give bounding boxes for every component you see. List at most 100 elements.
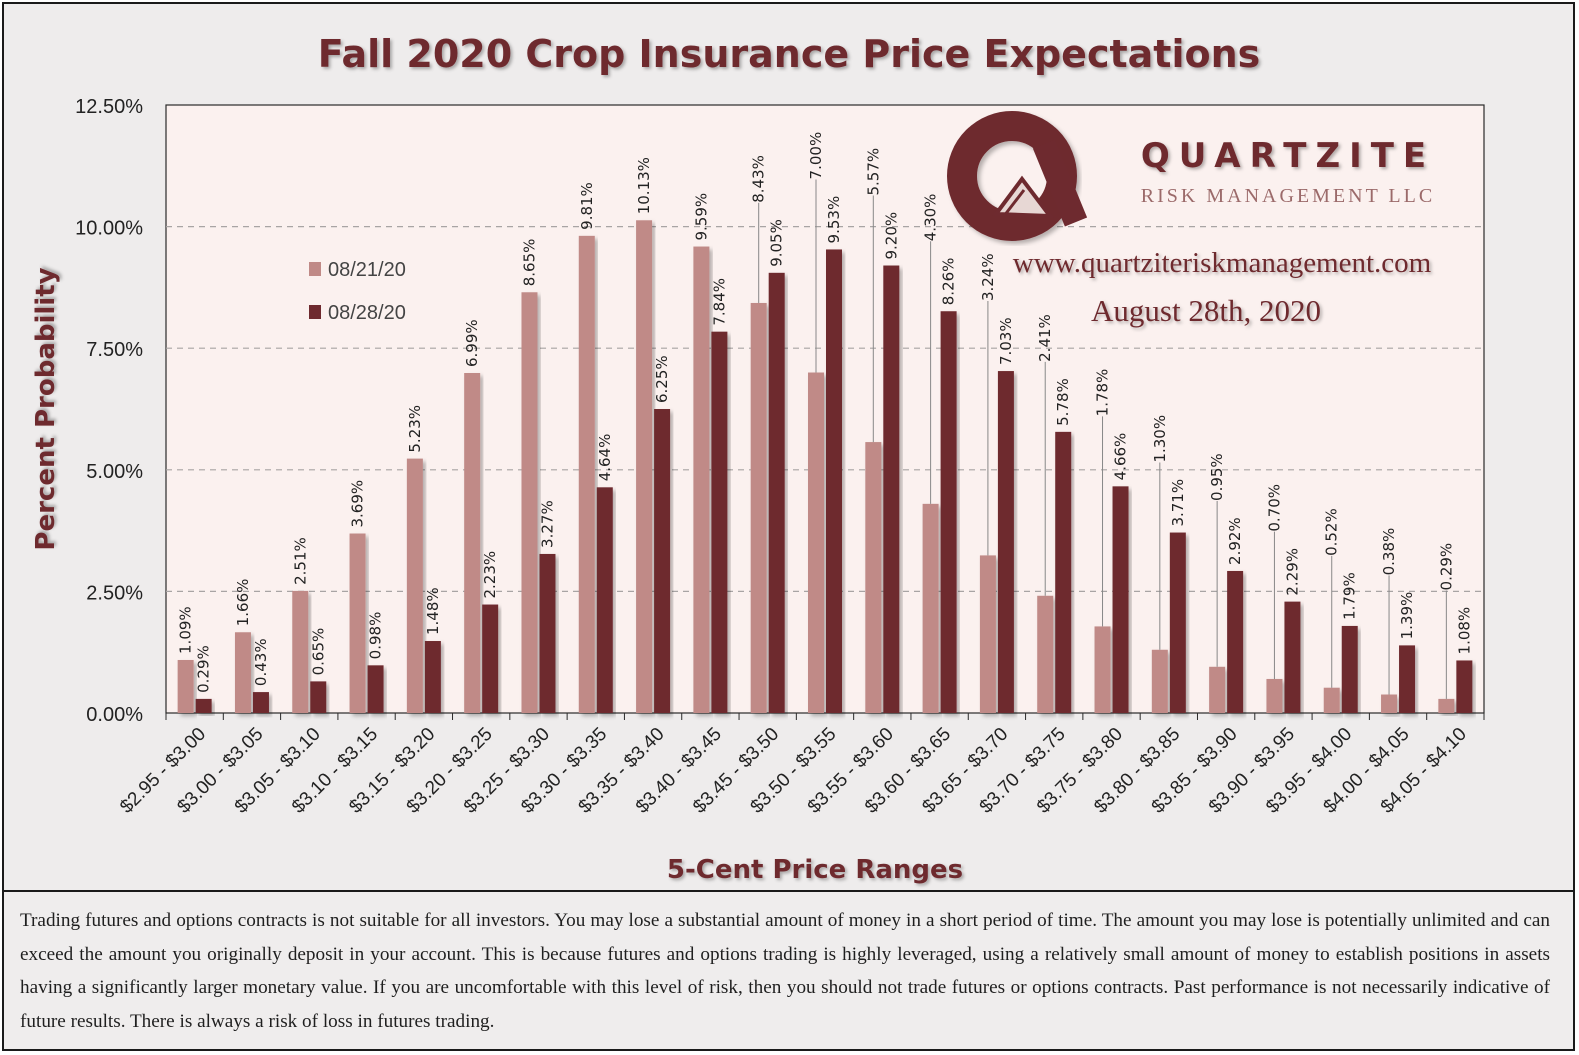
data-label-series-1: 1.66% xyxy=(234,579,252,627)
data-label-series-2: 9.53% xyxy=(825,196,843,244)
bar-series-2 xyxy=(711,331,728,713)
data-label-series-2: 1.08% xyxy=(1455,607,1473,655)
bar-series-1 xyxy=(1266,678,1283,713)
legend-swatch-series-1 xyxy=(309,262,321,276)
divider xyxy=(4,890,1573,892)
legend-swatch-series-2 xyxy=(309,305,321,319)
bar-series-1 xyxy=(177,659,194,713)
bar-series-2 xyxy=(252,692,269,713)
data-label-series-1: 0.95% xyxy=(1208,453,1226,501)
data-label-series-1: 1.09% xyxy=(177,606,195,654)
y-tick-label: 2.50% xyxy=(86,582,143,604)
data-label-series-1: 1.78% xyxy=(1094,369,1112,417)
bar-series-1 xyxy=(521,292,538,713)
data-label-series-2: 9.05% xyxy=(768,219,786,267)
x-axis-title: 5-Cent Price Ranges xyxy=(667,855,963,885)
bar-series-2 xyxy=(310,681,327,713)
data-label-series-2: 7.84% xyxy=(710,278,728,326)
data-label-series-2: 2.92% xyxy=(1226,517,1244,565)
bar-series-2 xyxy=(997,371,1014,713)
bar-series-2 xyxy=(367,665,384,713)
bar-series-1 xyxy=(1323,687,1340,713)
data-label-series-2: 9.20% xyxy=(882,212,900,260)
bar-series-1 xyxy=(578,235,595,713)
bar-series-1 xyxy=(1094,626,1111,713)
bar-series-2 xyxy=(482,604,499,713)
data-label-series-2: 3.27% xyxy=(538,500,556,548)
x-axis: $2.95 - $3.00$3.00 - $3.05$3.05 - $3.10$… xyxy=(116,713,1485,818)
data-label-series-1: 4.30% xyxy=(922,194,940,242)
bar-series-1 xyxy=(750,302,767,713)
data-label-series-2: 4.66% xyxy=(1112,433,1130,481)
bar-series-1 xyxy=(1381,694,1398,713)
bar-series-1 xyxy=(234,632,251,713)
data-label-series-1: 0.29% xyxy=(1437,543,1455,591)
data-label-series-2: 3.71% xyxy=(1169,479,1187,527)
data-label-series-2: 1.48% xyxy=(424,587,442,635)
bar-series-2 xyxy=(1227,570,1244,713)
data-label-series-2: 1.39% xyxy=(1398,592,1416,640)
bars xyxy=(177,220,1473,713)
bar-series-1 xyxy=(349,533,366,713)
y-axis: 0.00% 2.50% 5.00% 7.50% 10.00% 12.50% xyxy=(75,96,143,726)
bar-series-1 xyxy=(636,220,653,713)
bar-series-2 xyxy=(940,311,957,713)
bar-series-1 xyxy=(1151,649,1168,713)
company-subtitle: RISK MANAGEMENT LLC xyxy=(1141,185,1435,207)
legend: 08/21/20 08/28/20 xyxy=(309,259,406,324)
bar-series-2 xyxy=(768,272,785,713)
data-label-series-2: 0.65% xyxy=(309,628,327,676)
data-label-series-1: 2.41% xyxy=(1036,314,1054,362)
bar-series-1 xyxy=(1209,666,1226,713)
data-label-series-2: 7.03% xyxy=(997,317,1015,365)
data-label-series-2: 2.29% xyxy=(1283,548,1301,596)
data-label-series-1: 1.30% xyxy=(1151,415,1169,463)
legend-label-series-2: 08/28/20 xyxy=(328,302,406,324)
data-label-series-2: 0.29% xyxy=(195,645,213,693)
bar-series-1 xyxy=(1037,595,1054,713)
data-label-series-2: 0.98% xyxy=(367,612,385,660)
bar-series-2 xyxy=(195,698,212,713)
data-label-series-1: 0.52% xyxy=(1323,508,1341,556)
disclaimer-text: Trading futures and options contracts is… xyxy=(20,910,1550,1032)
bar-series-1 xyxy=(464,373,481,713)
bar-series-2 xyxy=(1456,660,1473,713)
bar-series-2 xyxy=(1169,532,1186,713)
bar-series-2 xyxy=(1055,431,1072,713)
bar-series-2 xyxy=(1341,625,1358,713)
data-label-series-1: 5.57% xyxy=(864,148,882,196)
data-label-series-1: 8.65% xyxy=(520,239,538,287)
data-label-series-1: 2.51% xyxy=(291,537,309,585)
bar-series-1 xyxy=(808,372,824,713)
data-label-series-2: 8.26% xyxy=(940,258,958,306)
bar-series-2 xyxy=(424,641,441,713)
company-name: QUARTZITE xyxy=(1141,136,1435,176)
chart: Fall 2020 Crop Insurance Price Expectati… xyxy=(31,32,1485,885)
y-tick-label: 7.50% xyxy=(86,339,143,361)
data-label-series-1: 0.70% xyxy=(1265,484,1283,532)
data-labels: 1.09%0.29%1.66%0.43%2.51%0.65%3.69%0.98%… xyxy=(177,132,1473,699)
bar-series-2 xyxy=(883,265,900,713)
bar-series-2 xyxy=(1399,645,1416,713)
data-label-series-2: 6.25% xyxy=(653,355,671,403)
y-axis-title: Percent Probability xyxy=(31,267,61,550)
legend-label-series-1: 08/21/20 xyxy=(328,259,406,281)
report-date: August 28th, 2020 xyxy=(1091,293,1321,328)
chart-title: Fall 2020 Crop Insurance Price Expectati… xyxy=(318,32,1261,76)
website-url: www.quartziteriskmanagement.com xyxy=(1013,247,1432,279)
y-tick-label: 5.00% xyxy=(86,461,143,483)
bar-series-1 xyxy=(406,458,423,713)
data-label-series-1: 7.00% xyxy=(807,132,825,180)
bar-series-2 xyxy=(654,409,671,713)
bar-series-1 xyxy=(693,246,710,713)
bar-series-2 xyxy=(826,249,842,713)
y-tick-label: 0.00% xyxy=(86,704,143,726)
quartzite-q-logo-icon xyxy=(947,111,1088,241)
data-label-series-1: 3.24% xyxy=(979,253,997,301)
bar-series-2 xyxy=(1284,601,1301,713)
data-label-series-2: 0.43% xyxy=(252,638,270,686)
data-label-series-1: 10.13% xyxy=(635,157,653,214)
data-label-series-2: 5.78% xyxy=(1054,378,1072,426)
data-label-series-1: 3.69% xyxy=(349,480,367,528)
